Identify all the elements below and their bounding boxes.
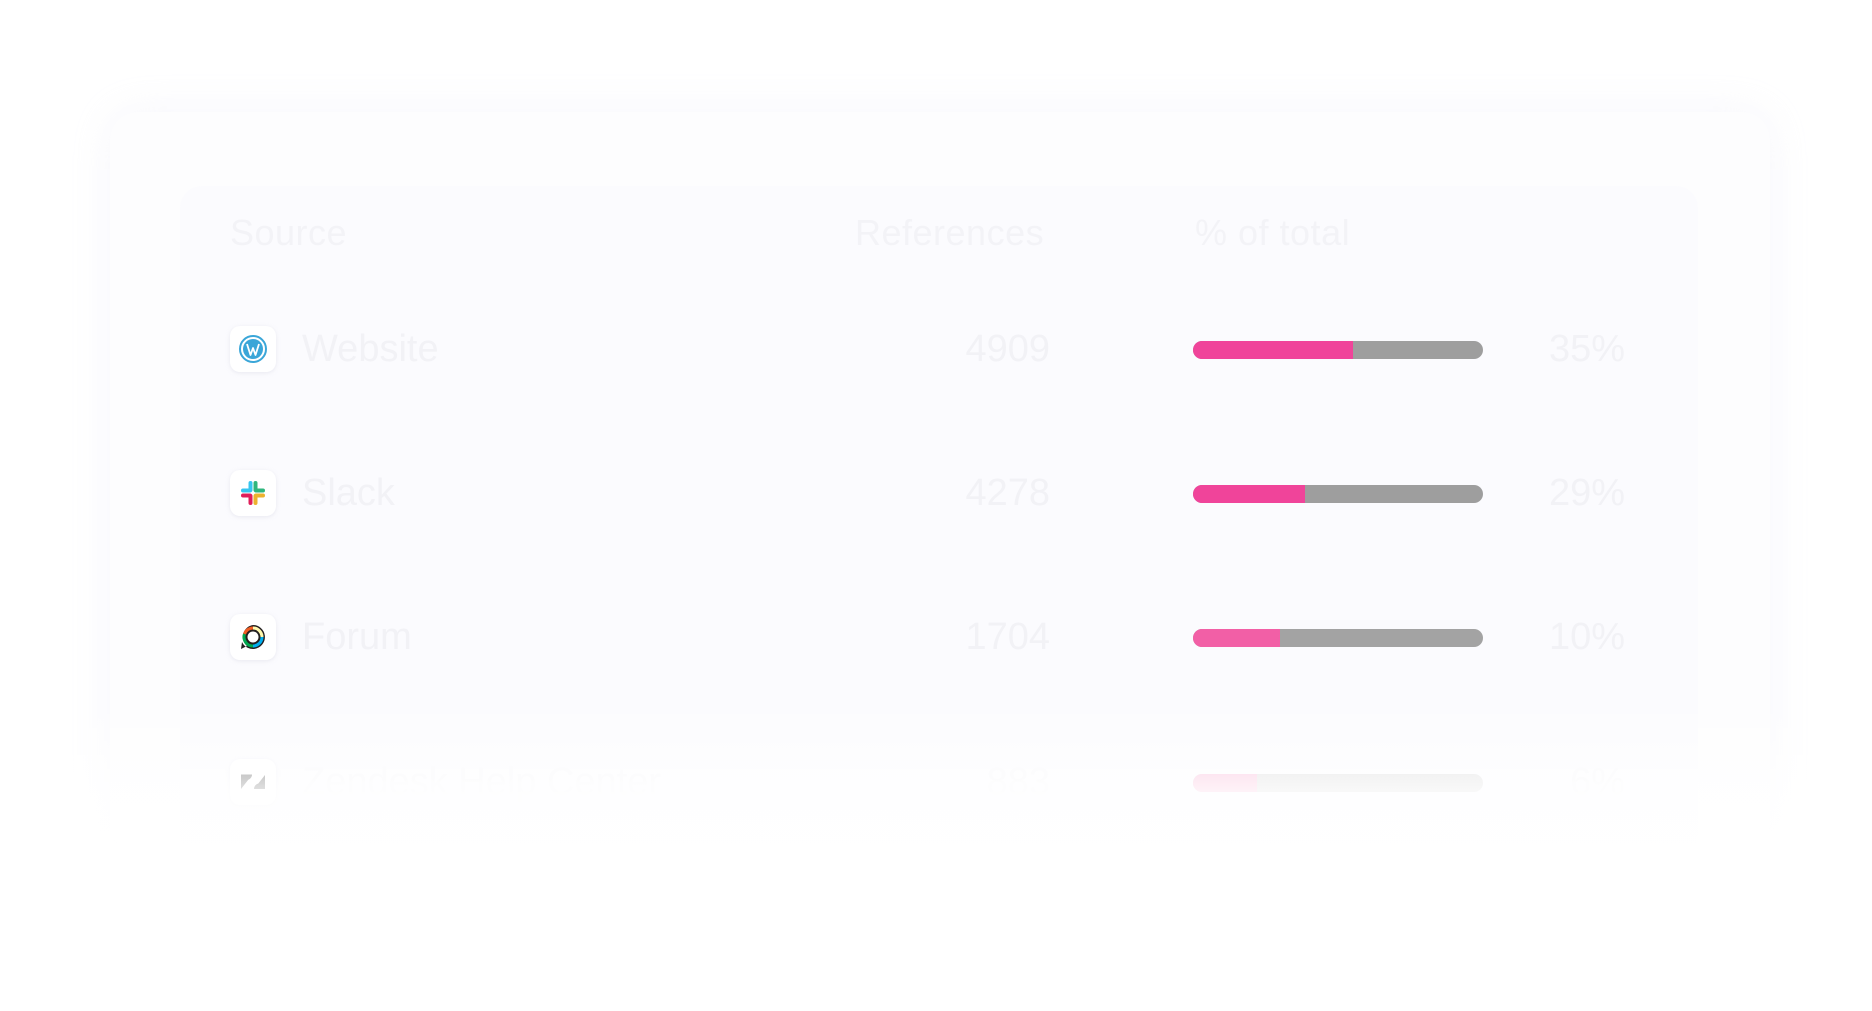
column-header-percent-of-total: % of total [1195,212,1351,253]
share-bar-fill [1193,341,1353,359]
references-count: 4278 [965,472,1050,514]
share-bar [1193,629,1483,647]
source-label: Slack [302,472,395,514]
percent-of-total: 10% [1548,616,1625,658]
share-bar [1193,341,1483,359]
share-bar [1193,774,1483,792]
discourse-icon [230,614,276,660]
table-row[interactable]: Website 4909 35% [0,320,1872,380]
share-bar-fill [1193,629,1280,647]
wordpress-icon [230,326,276,372]
column-header-references: References [855,212,1045,253]
slack-icon [230,470,276,516]
references-count: 4909 [965,328,1050,370]
source-label: Zendesk Help Center [302,761,662,803]
references-count: 1704 [965,616,1050,658]
share-bar [1193,485,1483,503]
table-row[interactable]: Forum 1704 10% [0,608,1872,668]
zendesk-icon [230,759,276,805]
source-label: Forum [302,616,412,658]
source-label: Website [302,328,439,370]
percent-of-total: 35% [1548,328,1625,370]
references-count: 883 [986,761,1050,803]
share-bar-fill [1193,774,1257,792]
share-bar-fill [1193,485,1305,503]
percent-of-total: 29% [1548,472,1625,514]
table-row[interactable]: Slack 4278 29% [0,464,1872,524]
table-row[interactable]: Zendesk Help Center 883 6% [0,753,1872,813]
percent-of-total: 6% [1570,761,1625,803]
column-header-source: Source [230,212,348,253]
